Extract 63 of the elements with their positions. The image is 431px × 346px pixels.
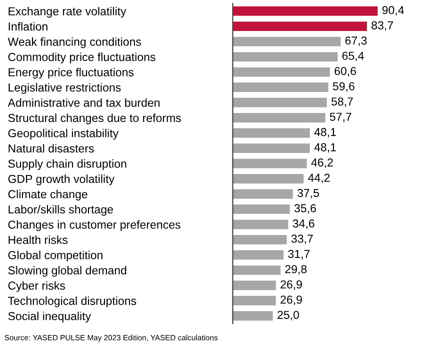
data-label: 60,6 <box>334 66 356 76</box>
data-label: 59,6 <box>332 82 354 92</box>
data-label: 34,6 <box>292 219 314 229</box>
data-label: 48,1 <box>314 128 336 138</box>
y-tick-label: Structural changes due to reforms <box>8 114 181 124</box>
data-label: 26,9 <box>280 280 302 290</box>
data-label: 65,4 <box>342 52 364 62</box>
bar <box>232 113 326 122</box>
bar <box>232 220 288 230</box>
bar <box>232 98 327 108</box>
y-tick-label: Labor/skills shortage <box>8 205 113 216</box>
data-label: 90,4 <box>382 6 404 16</box>
bar <box>232 296 276 306</box>
y-tick-label: Climate change <box>8 190 88 201</box>
data-label: 37,5 <box>297 188 319 198</box>
data-label: 83,7 <box>372 21 393 31</box>
y-tick-label: Global competition <box>8 250 102 262</box>
bar <box>232 36 341 46</box>
y-tick-label: Energy price fluctuations <box>8 68 134 79</box>
y-tick-label: Legislative restrictions <box>8 83 121 94</box>
data-label: 31,7 <box>288 250 310 260</box>
y-tick-label: Geopolitical instability <box>8 128 119 140</box>
data-label: 35,6 <box>294 204 316 214</box>
bar <box>232 128 310 138</box>
data-label: 48,1 <box>314 143 336 153</box>
bar <box>232 265 281 275</box>
bar <box>232 82 328 92</box>
bar <box>232 52 338 62</box>
bar <box>232 189 293 199</box>
bar <box>232 144 310 153</box>
y-tick-label: Health risks <box>8 236 68 244</box>
y-tick-label: Exchange rate volatility <box>8 6 126 18</box>
data-label: 57,7 <box>330 112 352 122</box>
bar <box>232 250 284 260</box>
y-tick-label: Administrative and tax burden <box>8 98 160 107</box>
y-tick-label: Natural disasters <box>8 144 94 153</box>
bar <box>232 22 367 32</box>
bar <box>232 67 330 77</box>
y-tick-label: Weak financing conditions <box>8 37 142 48</box>
y-tick-label: Social inequality <box>8 312 92 322</box>
y-tick-label: Cyber risks <box>8 281 65 292</box>
bar <box>232 234 287 244</box>
bar <box>232 6 378 16</box>
bar <box>232 204 290 214</box>
data-label: 58,7 <box>331 97 353 107</box>
bar <box>232 174 304 184</box>
bar <box>232 311 273 321</box>
data-label: 26,9 <box>280 296 302 306</box>
y-tick-label: Supply chain disruption <box>8 159 126 170</box>
data-label: 33,7 <box>291 234 313 244</box>
y-tick-label: Technological disruptions <box>8 296 136 308</box>
y-tick-label: GDP growth volatility <box>8 174 115 186</box>
y-tick-label: Commodity price fluctuations <box>8 52 156 64</box>
bar <box>232 280 276 290</box>
data-label: 29,8 <box>285 265 307 275</box>
y-tick-label: Changes in customer preferences <box>8 220 180 232</box>
bar <box>232 158 307 168</box>
y-tick-label: Slowing global demand <box>8 266 126 277</box>
data-label: 25,0 <box>278 310 299 320</box>
data-label: 46,2 <box>311 158 333 168</box>
data-label: 67,3 <box>345 36 367 46</box>
data-label: 44,2 <box>308 174 330 184</box>
y-tick-label: Inflation <box>8 22 48 31</box>
